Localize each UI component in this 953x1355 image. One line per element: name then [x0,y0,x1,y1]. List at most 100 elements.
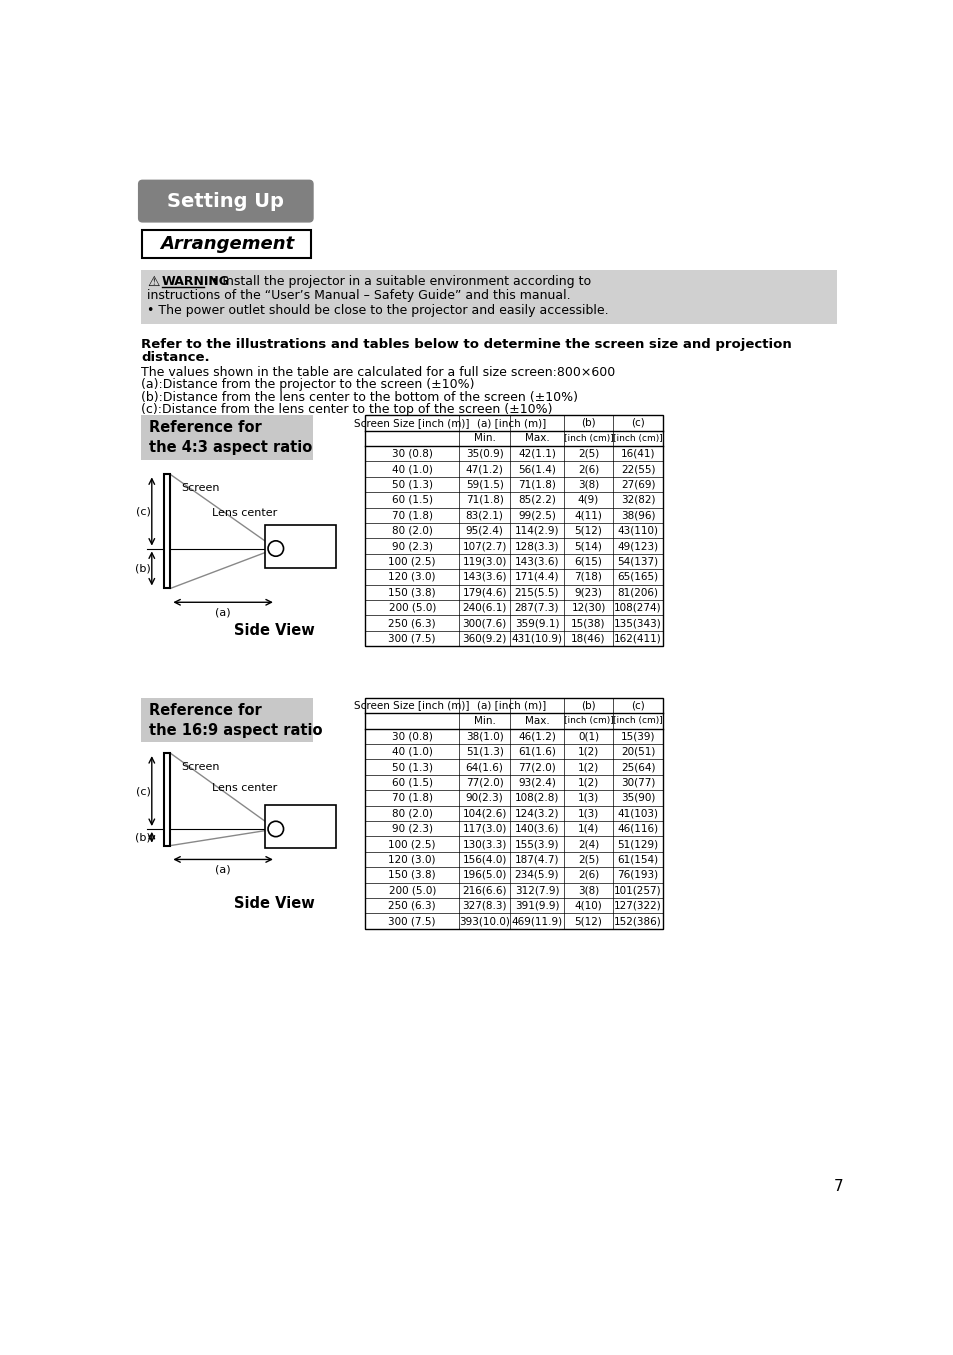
Text: 16(41): 16(41) [620,449,655,458]
Text: 38(1.0): 38(1.0) [465,732,503,741]
Text: 35(0.9): 35(0.9) [465,449,503,458]
Text: Min.: Min. [474,715,495,726]
Text: 156(4.0): 156(4.0) [462,855,506,864]
Text: 100 (2.5): 100 (2.5) [388,839,436,850]
Text: 70 (1.8): 70 (1.8) [392,511,433,520]
Bar [265,524,335,568]
Text: 1(3): 1(3) [578,793,598,804]
Text: 2(6): 2(6) [578,870,598,879]
Text: ⚠: ⚠ [147,275,159,289]
Text: 51(1.3): 51(1.3) [465,747,503,756]
Text: 77(2.0): 77(2.0) [465,778,503,787]
Text: 65(165): 65(165) [617,572,658,581]
Bar [365,698,662,928]
Circle shape [268,541,283,556]
Text: 76(193): 76(193) [617,870,658,879]
Text: 287(7.3): 287(7.3) [515,603,558,612]
Text: 9(23): 9(23) [574,587,601,598]
Text: 327(8.3): 327(8.3) [462,901,506,911]
Text: 143(3.6): 143(3.6) [462,572,506,581]
Text: 108(274): 108(274) [614,603,661,612]
Bar [164,753,171,846]
Text: [inch (cm)]: [inch (cm)] [563,434,613,443]
Bar [141,415,313,459]
Text: (a):Distance from the projector to the screen (±10%): (a):Distance from the projector to the s… [141,378,474,392]
Text: 40 (1.0): 40 (1.0) [392,463,432,474]
Text: 51(129): 51(129) [617,839,658,850]
Text: 200 (5.0): 200 (5.0) [388,885,436,896]
Text: 93(2.4): 93(2.4) [517,778,556,787]
Text: 71(1.8): 71(1.8) [465,495,503,505]
Text: 64(1.6): 64(1.6) [465,762,503,772]
Text: Reference for: Reference for [149,703,261,718]
Text: 1(4): 1(4) [578,824,598,833]
Text: 130(3.3): 130(3.3) [462,839,506,850]
Text: 15(38): 15(38) [571,618,605,629]
Text: 150 (3.8): 150 (3.8) [388,587,436,598]
Text: Lens center: Lens center [212,508,277,518]
Text: 85(2.2): 85(2.2) [517,495,556,505]
Text: 216(6.6): 216(6.6) [462,885,506,896]
Text: 46(116): 46(116) [617,824,658,833]
Bar [142,230,311,257]
Text: 108(2.8): 108(2.8) [515,793,558,804]
Text: 4(11): 4(11) [574,511,601,520]
Text: 43(110): 43(110) [617,526,658,535]
Text: 22(55): 22(55) [620,463,655,474]
Text: 196(5.0): 196(5.0) [462,870,506,879]
Text: Arrangement: Arrangement [160,236,294,253]
Text: 469(11.9): 469(11.9) [511,916,562,925]
Text: 2(5): 2(5) [578,449,598,458]
Text: 90 (2.3): 90 (2.3) [392,541,433,551]
Text: Min.: Min. [474,434,495,443]
Text: 25(64): 25(64) [620,762,655,772]
Text: 90 (2.3): 90 (2.3) [392,824,433,833]
Text: 60 (1.5): 60 (1.5) [392,495,433,505]
Text: 300(7.6): 300(7.6) [462,618,506,629]
Text: 124(3.2): 124(3.2) [515,808,558,818]
Text: 120 (3.0): 120 (3.0) [388,572,436,581]
Text: 49(123): 49(123) [617,541,658,551]
Text: 107(2.7): 107(2.7) [462,541,506,551]
Text: 1(2): 1(2) [578,778,598,787]
Text: (a) [inch (m)]: (a) [inch (m)] [476,701,546,710]
Text: Max.: Max. [524,715,549,726]
Text: (a): (a) [215,607,231,618]
Text: 360(9.2): 360(9.2) [462,633,506,644]
Text: 99(2.5): 99(2.5) [517,511,556,520]
Text: 50 (1.3): 50 (1.3) [392,762,433,772]
Text: (b): (b) [580,701,596,710]
Text: 46(1.2): 46(1.2) [517,732,556,741]
Text: 30(77): 30(77) [620,778,655,787]
Text: the 16:9 aspect ratio: the 16:9 aspect ratio [149,722,322,737]
Text: 20(51): 20(51) [620,747,655,756]
Text: 120 (3.0): 120 (3.0) [388,855,436,864]
Text: 431(10.9): 431(10.9) [511,633,562,644]
Text: (a): (a) [215,864,231,874]
Text: 4(9): 4(9) [578,495,598,505]
Text: Screen: Screen [181,484,219,493]
Text: 1(2): 1(2) [578,747,598,756]
Text: 7: 7 [833,1179,842,1194]
Text: [inch (cm)]: [inch (cm)] [563,717,613,725]
Text: 155(3.9): 155(3.9) [515,839,558,850]
Text: 3(8): 3(8) [578,480,598,489]
Text: 38(96): 38(96) [620,511,655,520]
Text: WARNING: WARNING [162,275,230,289]
Text: 1(2): 1(2) [578,762,598,772]
Text: 80 (2.0): 80 (2.0) [392,808,432,818]
Text: Lens center: Lens center [212,783,277,793]
Bar [164,474,171,588]
Text: 300 (7.5): 300 (7.5) [388,916,436,925]
Text: (c): (c) [631,417,644,428]
Text: 59(1.5): 59(1.5) [465,480,503,489]
Text: 312(7.9): 312(7.9) [515,885,558,896]
Text: 6(15): 6(15) [574,557,601,566]
FancyBboxPatch shape [138,180,313,222]
Text: 234(5.9): 234(5.9) [515,870,558,879]
Text: 2(5): 2(5) [578,855,598,864]
Text: 250 (6.3): 250 (6.3) [388,618,436,629]
Text: (b): (b) [135,832,151,843]
Text: 18(46): 18(46) [571,633,605,644]
Text: 1(3): 1(3) [578,808,598,818]
